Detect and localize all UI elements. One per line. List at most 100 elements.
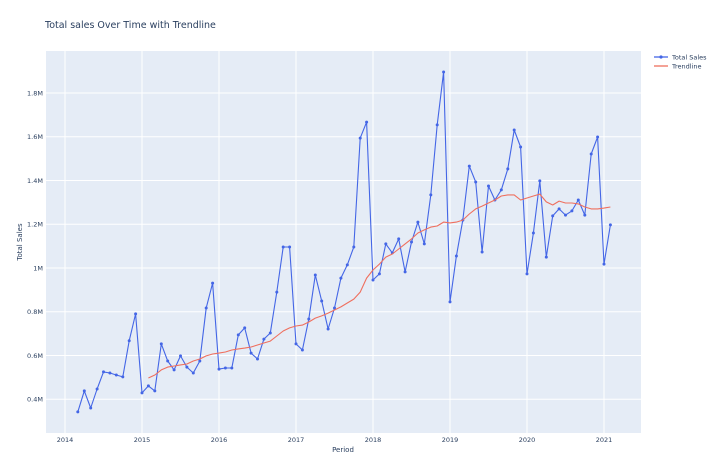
data-point[interactable] bbox=[243, 326, 247, 330]
data-point[interactable] bbox=[551, 214, 555, 218]
data-point[interactable] bbox=[570, 209, 574, 213]
data-point[interactable] bbox=[333, 306, 336, 310]
data-point[interactable] bbox=[422, 242, 426, 246]
data-point[interactable] bbox=[371, 278, 375, 282]
x-tick-label: 2015 bbox=[134, 436, 151, 444]
legend-item-total-sales[interactable]: Total Sales bbox=[654, 54, 707, 62]
data-point[interactable] bbox=[217, 367, 221, 371]
data-point[interactable] bbox=[512, 128, 516, 132]
x-tick-label: 2017 bbox=[288, 436, 305, 444]
data-point[interactable] bbox=[172, 368, 176, 372]
data-point[interactable] bbox=[589, 152, 593, 156]
data-point[interactable] bbox=[268, 331, 272, 335]
legend-label: Trendline bbox=[671, 63, 702, 71]
data-point[interactable] bbox=[95, 387, 99, 391]
y-tick-label: 0.8M bbox=[27, 308, 43, 316]
plot-area[interactable] bbox=[46, 51, 641, 433]
data-point[interactable] bbox=[608, 223, 612, 227]
data-point[interactable] bbox=[519, 145, 523, 149]
legend-dot-icon bbox=[659, 55, 663, 59]
y-axis-ticks: 0.4M 0.6M 0.8M 1M 1.2M 1.4M 1.6M 1.8M bbox=[27, 89, 43, 403]
data-point[interactable] bbox=[544, 255, 548, 259]
data-point[interactable] bbox=[76, 410, 80, 414]
data-point[interactable] bbox=[596, 135, 600, 139]
data-point[interactable] bbox=[275, 290, 279, 294]
data-point[interactable] bbox=[127, 339, 131, 343]
legend: Total Sales Trendline bbox=[654, 54, 707, 71]
data-point[interactable] bbox=[467, 164, 471, 168]
data-point[interactable] bbox=[108, 371, 112, 375]
data-point[interactable] bbox=[320, 299, 324, 303]
data-point[interactable] bbox=[531, 231, 535, 235]
data-point[interactable] bbox=[435, 123, 439, 127]
data-point[interactable] bbox=[557, 207, 561, 211]
data-point[interactable] bbox=[236, 333, 240, 337]
data-point[interactable] bbox=[442, 70, 446, 74]
data-point[interactable] bbox=[288, 245, 292, 249]
data-point[interactable] bbox=[377, 272, 381, 276]
data-point[interactable] bbox=[339, 276, 343, 280]
data-point[interactable] bbox=[602, 262, 606, 266]
data-point[interactable] bbox=[262, 337, 266, 341]
data-point[interactable] bbox=[564, 213, 567, 217]
data-point[interactable] bbox=[538, 179, 542, 183]
data-point[interactable] bbox=[416, 220, 420, 224]
data-point[interactable] bbox=[384, 242, 388, 246]
x-axis-title: Period bbox=[332, 446, 354, 454]
y-tick-label: 1.8M bbox=[27, 89, 43, 97]
data-point[interactable] bbox=[300, 348, 304, 352]
data-point[interactable] bbox=[358, 136, 362, 140]
data-point[interactable] bbox=[499, 188, 503, 192]
data-point[interactable] bbox=[576, 198, 580, 202]
y-tick-label: 0.6M bbox=[27, 352, 43, 360]
data-point[interactable] bbox=[134, 312, 138, 316]
data-point[interactable] bbox=[249, 351, 253, 355]
data-point[interactable] bbox=[429, 193, 433, 197]
data-point[interactable] bbox=[506, 167, 510, 171]
y-tick-label: 0.4M bbox=[27, 396, 43, 404]
data-point[interactable] bbox=[454, 254, 458, 258]
x-tick-label: 2016 bbox=[211, 436, 228, 444]
data-point[interactable] bbox=[281, 245, 285, 249]
data-point[interactable] bbox=[403, 270, 407, 274]
data-point[interactable] bbox=[89, 406, 93, 410]
y-tick-label: 1.4M bbox=[27, 177, 43, 185]
data-point[interactable] bbox=[153, 389, 157, 393]
data-point[interactable] bbox=[230, 366, 234, 370]
y-tick-label: 1M bbox=[33, 264, 43, 272]
data-point[interactable] bbox=[410, 240, 413, 244]
data-point[interactable] bbox=[198, 359, 202, 363]
data-point[interactable] bbox=[352, 245, 356, 249]
data-point[interactable] bbox=[474, 180, 478, 184]
data-point[interactable] bbox=[114, 373, 118, 377]
data-point[interactable] bbox=[204, 306, 208, 310]
data-point[interactable] bbox=[525, 272, 529, 276]
data-point[interactable] bbox=[345, 263, 349, 267]
data-point[interactable] bbox=[102, 370, 105, 374]
data-point[interactable] bbox=[487, 184, 490, 188]
data-point[interactable] bbox=[140, 391, 144, 395]
data-point[interactable] bbox=[294, 342, 298, 346]
data-point[interactable] bbox=[166, 359, 170, 363]
data-point[interactable] bbox=[159, 342, 163, 346]
data-point[interactable] bbox=[480, 250, 484, 254]
data-point[interactable] bbox=[191, 371, 195, 375]
data-point[interactable] bbox=[211, 281, 215, 285]
legend-item-trendline[interactable]: Trendline bbox=[654, 63, 702, 71]
data-point[interactable] bbox=[448, 300, 452, 304]
data-point[interactable] bbox=[326, 327, 330, 331]
data-point[interactable] bbox=[82, 389, 86, 393]
data-point[interactable] bbox=[397, 237, 401, 241]
data-point[interactable] bbox=[313, 273, 317, 277]
data-point[interactable] bbox=[307, 317, 311, 321]
series-layer bbox=[76, 70, 612, 414]
data-point[interactable] bbox=[583, 213, 587, 217]
data-point[interactable] bbox=[365, 120, 369, 124]
data-point[interactable] bbox=[179, 354, 182, 358]
data-point[interactable] bbox=[146, 384, 150, 388]
data-point[interactable] bbox=[185, 365, 189, 369]
data-point[interactable] bbox=[223, 366, 227, 370]
data-point[interactable] bbox=[121, 375, 125, 379]
data-point[interactable] bbox=[256, 357, 259, 361]
